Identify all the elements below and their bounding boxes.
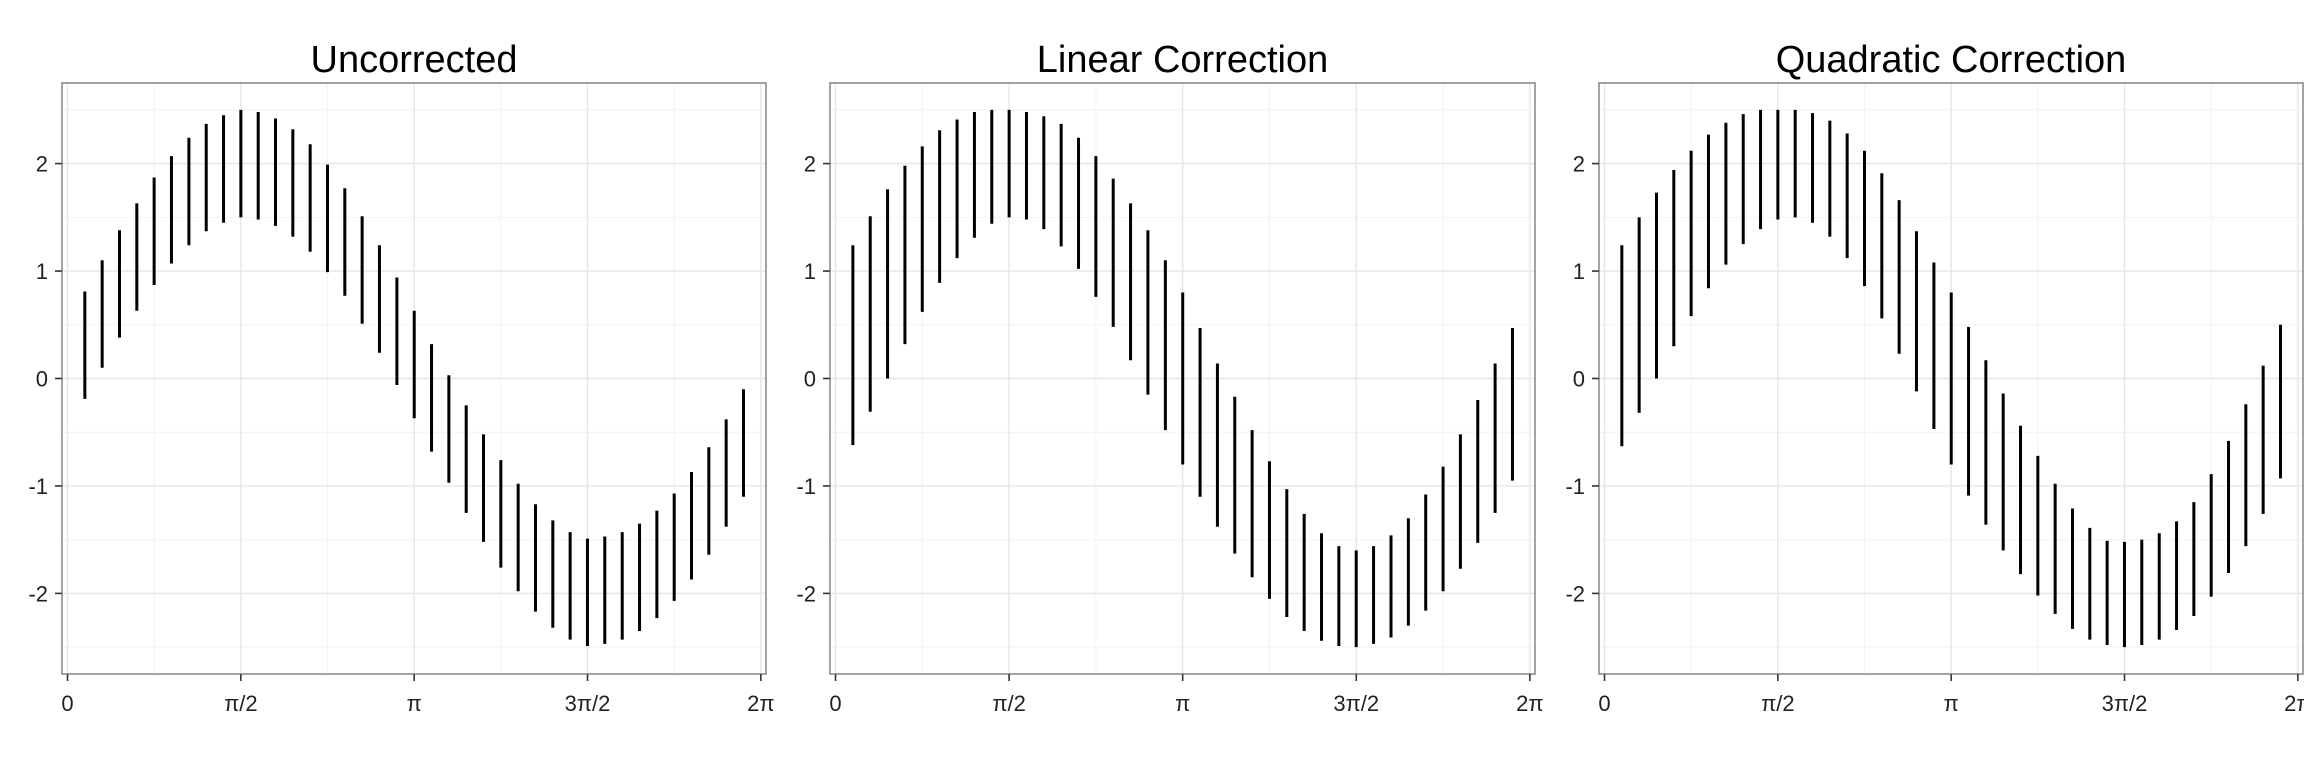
panel-1: 0 π/2 π 3π/2 2π -2 -1 0 1 2 Uncorrected — [28, 39, 774, 716]
x-tick-label: 0 — [61, 691, 73, 716]
x-tick-label: 0 — [1598, 691, 1610, 716]
x-tick-label: π — [1944, 691, 1959, 716]
y-tick-label: -1 — [1565, 474, 1585, 499]
x-tick-label: 2π — [2284, 691, 2304, 716]
panel-title: Uncorrected — [311, 39, 518, 81]
y-tick-label: 0 — [804, 367, 816, 392]
panel-2: 0 π/2 π 3π/2 2π -2 -1 0 1 2 Linear Correction — [796, 39, 1543, 716]
x-tick-label: π/2 — [1761, 691, 1795, 716]
y-tick-label: 0 — [1573, 367, 1585, 392]
y-tick-label: -2 — [28, 581, 48, 606]
x-tick-label: π/2 — [224, 691, 258, 716]
y-tick-label: 1 — [1573, 259, 1585, 284]
y-tick-label: 1 — [36, 259, 48, 284]
y-tick-label: -2 — [796, 581, 816, 606]
y-tick-label: -1 — [28, 474, 48, 499]
y-tick-label: 1 — [804, 259, 816, 284]
x-tick-label: 0 — [829, 691, 841, 716]
panel-title: Quadratic Correction — [1776, 39, 2127, 81]
y-tick-label: -2 — [1565, 581, 1585, 606]
x-tick-label: π — [407, 691, 422, 716]
y-tick-label: 2 — [1573, 152, 1585, 177]
x-tick-label: 3π/2 — [1333, 691, 1379, 716]
x-tick-label: 2π — [747, 691, 774, 716]
y-tick-label: 0 — [36, 367, 48, 392]
x-tick-label: 3π/2 — [565, 691, 611, 716]
panel-3: 0 π/2 π 3π/2 2π -2 -1 0 1 2 Quadratic Correction — [1565, 39, 2304, 716]
x-tick-label: π/2 — [992, 691, 1026, 716]
x-tick-label: π — [1175, 691, 1190, 716]
y-tick-label: 2 — [36, 152, 48, 177]
y-tick-label: -1 — [796, 474, 816, 499]
y-tick-label: 2 — [804, 152, 816, 177]
x-tick-label: 2π — [1516, 691, 1543, 716]
x-tick-label: 3π/2 — [2102, 691, 2148, 716]
panel-title: Linear Correction — [1037, 39, 1328, 81]
